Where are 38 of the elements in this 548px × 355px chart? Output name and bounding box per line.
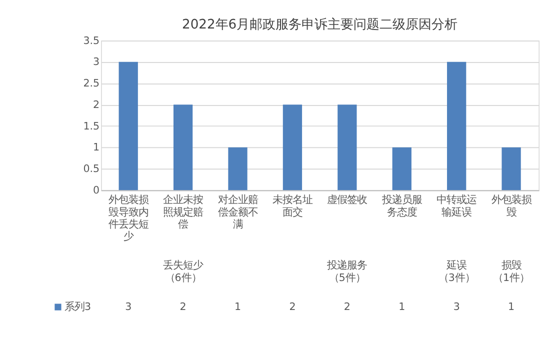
bar	[502, 147, 521, 190]
x-tick-label: 中转或运输延误	[436, 194, 477, 218]
bar	[118, 62, 138, 190]
x-tick-label: 外包装损毁导致内件丢失短少	[108, 194, 148, 243]
x-tick-label: 对企业赔偿金额不满	[218, 194, 258, 231]
bar	[338, 104, 357, 190]
bar	[392, 147, 412, 190]
y-tick-label: 2	[93, 98, 100, 111]
bar	[282, 104, 302, 190]
chart-title: 2022年6月邮政服务申诉主要问题二级原因分析	[182, 16, 458, 32]
x-tick-label: 未按名址面交	[272, 194, 312, 218]
bar	[173, 104, 193, 190]
y-tick-label: 1	[93, 142, 100, 154]
text: 投递服务（5件）	[326, 260, 368, 284]
legend-label: 系列3	[64, 300, 92, 313]
text: 延误（3件）	[438, 260, 475, 284]
y-tick-label: 2.5	[83, 78, 100, 90]
data-label: 1	[398, 300, 406, 313]
y-tick-label: 3	[93, 56, 100, 68]
x-tick-label: 虚假签收	[327, 194, 368, 206]
bar	[447, 62, 466, 190]
x-tick-label: 投递员服务态度	[380, 194, 422, 218]
y-tick-label: 0	[93, 184, 100, 196]
data-label: 3	[125, 300, 132, 313]
data-label: 1	[508, 300, 515, 313]
data-label: 3	[453, 300, 460, 313]
y-tick-label: 0.5	[83, 163, 100, 176]
x-tick-label: 外包装损毁	[491, 194, 532, 218]
data-label: 2	[344, 300, 350, 313]
data-label: 2	[289, 300, 296, 313]
x-tick-label: 企业未按照规定赔偿	[163, 194, 204, 231]
text: 丢失短少（6件）	[163, 260, 204, 284]
y-tick-label: 3.5	[83, 34, 100, 47]
data-label: 1	[234, 300, 242, 313]
bar	[228, 147, 248, 190]
text: 损毁（1件）	[493, 260, 530, 284]
data-label: 2	[180, 300, 186, 313]
y-tick-label: 1.5	[83, 120, 100, 132]
